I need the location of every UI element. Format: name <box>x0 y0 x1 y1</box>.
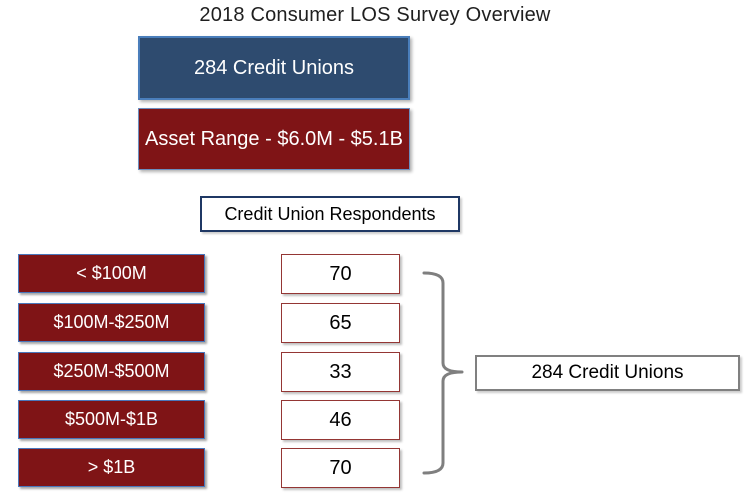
asset-tier-text: < $100M <box>76 263 147 283</box>
curly-brace <box>422 271 464 475</box>
asset-range-label: Asset Range - $6.0M - $5.1B <box>145 127 403 150</box>
respondents-header-box: Credit Union Respondents <box>200 196 460 232</box>
respondent-count-250m-500m: 33 <box>281 352 400 392</box>
total-summary-box: 284 Credit Unions <box>475 355 740 391</box>
asset-tier-text: > $1B <box>87 457 136 477</box>
asset-tier-label-gt-1b: > $1B <box>18 448 205 487</box>
asset-range-box: Asset Range - $6.0M - $5.1B <box>138 108 410 170</box>
asset-tier-label-lt-100m: < $100M <box>18 254 205 293</box>
respondent-count-text: 70 <box>329 456 352 479</box>
total-credit-unions-box: 284 Credit Unions <box>138 36 410 100</box>
respondent-count-text: 33 <box>329 360 352 383</box>
respondent-count-text: 70 <box>329 262 352 285</box>
respondent-count-text: 46 <box>329 408 352 431</box>
respondent-count-500m-1b: 46 <box>281 400 400 440</box>
respondent-count-lt-100m: 70 <box>281 254 400 294</box>
total-summary-label: 284 Credit Unions <box>531 362 684 383</box>
asset-tier-label-250m-500m: $250M-$500M <box>18 352 205 391</box>
respondents-header-label: Credit Union Respondents <box>224 203 436 224</box>
asset-tier-text: $250M-$500M <box>53 361 170 381</box>
asset-tier-label-100m-250m: $100M-$250M <box>18 303 205 342</box>
asset-tier-text: $500M-$1B <box>64 409 159 429</box>
asset-tier-text: $100M-$250M <box>53 312 170 332</box>
respondent-count-gt-1b: 70 <box>281 448 400 488</box>
page-title: 2018 Consumer LOS Survey Overview <box>199 4 551 26</box>
respondent-count-100m-250m: 65 <box>281 303 400 343</box>
respondent-count-text: 65 <box>329 311 352 334</box>
total-credit-unions-label: 284 Credit Unions <box>193 56 355 79</box>
asset-tier-label-500m-1b: $500M-$1B <box>18 400 205 439</box>
